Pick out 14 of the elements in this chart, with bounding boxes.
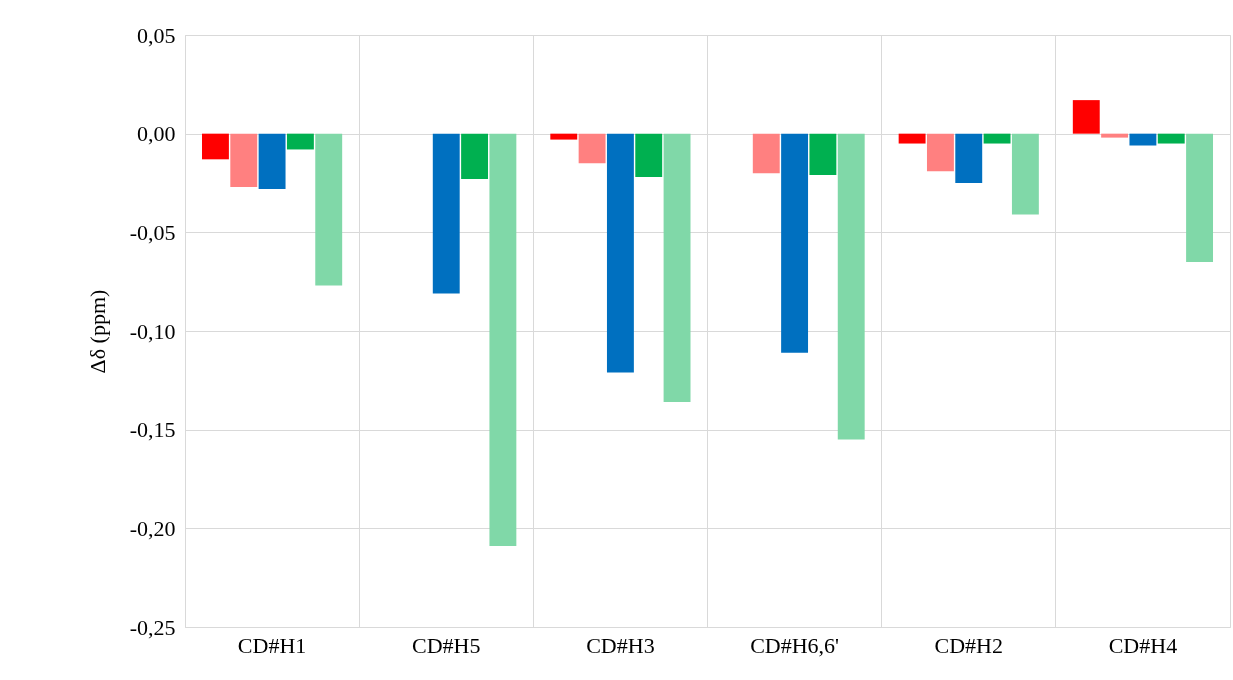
x-tick-label: CD#H2 xyxy=(934,632,1003,658)
y-axis-title: Δδ (ppm) xyxy=(84,289,110,374)
y-tick-label: -0,15 xyxy=(129,417,176,443)
y-tick-label: 0,05 xyxy=(137,22,176,48)
y-tick-label: -0,10 xyxy=(129,318,176,344)
x-tick-label: CD#H3 xyxy=(586,632,655,658)
x-tick-label: CD#H4 xyxy=(1108,632,1178,658)
x-tick-label: CD#H1 xyxy=(237,632,307,658)
x-tick-label: CD#H5 xyxy=(412,632,481,658)
y-tick-label: -0,25 xyxy=(129,614,176,640)
y-tick-label: 0,00 xyxy=(137,121,176,147)
y-tick-label: -0,05 xyxy=(129,219,176,245)
y-tick-label: -0,20 xyxy=(129,515,176,541)
x-tick-label: CD#H6,6' xyxy=(750,632,840,658)
